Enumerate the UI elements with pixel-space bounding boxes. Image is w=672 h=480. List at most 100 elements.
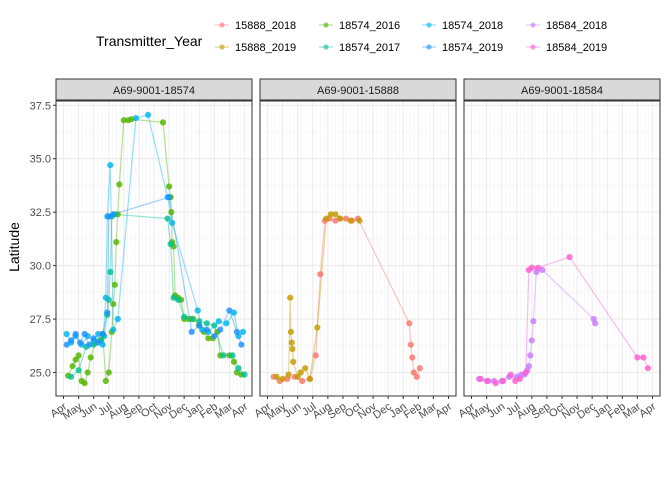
legend-item: 15888_2019 [215, 42, 296, 54]
data-point [525, 363, 532, 370]
data-point [527, 352, 534, 359]
data-point [196, 318, 203, 325]
data-point [416, 365, 423, 372]
data-point [406, 320, 413, 327]
facet-strip [463, 78, 661, 101]
data-point [288, 339, 295, 346]
series-points-18574_2019 [63, 194, 245, 348]
data-point [289, 345, 296, 353]
data-point [299, 377, 306, 385]
data-point [279, 375, 286, 382]
data-point [356, 217, 363, 224]
data-point [235, 365, 242, 372]
data-point [409, 354, 416, 361]
data-point [75, 352, 82, 359]
data-point [168, 209, 175, 216]
data-point [95, 339, 102, 346]
data-point [167, 241, 174, 248]
legend-key-point [219, 44, 225, 50]
y-axis-title: Latitude [6, 222, 22, 272]
data-point [87, 354, 94, 361]
legend-key-point [219, 22, 225, 28]
data-point [75, 367, 82, 374]
data-point [69, 363, 76, 370]
data-point [302, 365, 309, 372]
y-tick-label: 32.5 [30, 207, 51, 219]
data-point [181, 313, 188, 320]
data-point [110, 211, 117, 218]
data-point [68, 337, 75, 344]
data-point [500, 377, 507, 385]
data-point [111, 281, 118, 288]
x-tick-label: Apr [637, 400, 658, 420]
data-point [120, 117, 127, 124]
data-point [95, 330, 102, 338]
data-point [104, 309, 111, 316]
facet-strip-label: A69-9001-18584 [521, 85, 603, 97]
data-point [99, 330, 106, 338]
legend-label: 18574_2017 [339, 42, 400, 54]
x-tick-label: Apr [433, 400, 454, 420]
legend-item: 15888_2018 [215, 20, 296, 32]
data-point [522, 369, 529, 376]
data-point [634, 354, 641, 361]
data-point [336, 215, 343, 222]
gridlines [464, 101, 660, 396]
legend-label: 15888_2018 [235, 20, 296, 32]
data-point [226, 307, 233, 314]
data-point [239, 328, 247, 335]
data-point [166, 194, 173, 201]
data-point [107, 268, 114, 276]
legend-label: 18584_2018 [546, 20, 607, 32]
data-point [90, 335, 97, 342]
y-tick-label: 35.0 [30, 154, 51, 166]
data-point [81, 380, 88, 387]
data-point [507, 371, 514, 378]
data-point [211, 322, 218, 329]
data-point [312, 352, 319, 359]
series-points-15888_2019 [273, 211, 363, 382]
data-point [203, 326, 210, 333]
data-point [194, 307, 201, 314]
data-point [196, 322, 203, 329]
data-point [188, 315, 195, 323]
data-point [530, 318, 537, 325]
data-point [287, 328, 294, 335]
data-point [220, 352, 227, 359]
y-tick-label: 27.5 [30, 314, 51, 326]
data-point [492, 380, 499, 387]
data-point [241, 371, 248, 378]
data-point [413, 373, 420, 380]
legend-label: 18584_2019 [546, 42, 607, 54]
data-point [644, 365, 652, 372]
data-point [285, 371, 292, 378]
data-point [86, 341, 93, 348]
legend-key-point [530, 22, 536, 28]
data-point [640, 354, 647, 361]
data-point [217, 326, 224, 333]
data-point [273, 373, 280, 380]
legend-label: 18574_2019 [442, 42, 503, 54]
data-point [229, 352, 236, 359]
data-point [287, 294, 294, 301]
data-point [72, 330, 79, 338]
data-point [169, 219, 176, 226]
data-point [306, 375, 313, 382]
data-point [113, 239, 120, 246]
data-point [317, 271, 324, 278]
data-point [477, 375, 484, 382]
data-point [294, 373, 301, 380]
legend: Transmitter_Year 15888_2018 15888_2019 185… [96, 20, 607, 54]
legend-title: Transmitter_Year [96, 33, 203, 49]
series-points-18584_2019 [477, 254, 652, 387]
data-point [485, 377, 492, 385]
data-point [63, 330, 70, 338]
data-point [205, 335, 212, 342]
data-point [323, 215, 330, 222]
data-point [84, 369, 91, 376]
data-point [63, 341, 70, 348]
data-point [233, 328, 240, 335]
data-point [327, 211, 334, 218]
legend-item: 18584_2018 [526, 20, 607, 32]
legend-label: 18574_2018 [442, 20, 503, 32]
